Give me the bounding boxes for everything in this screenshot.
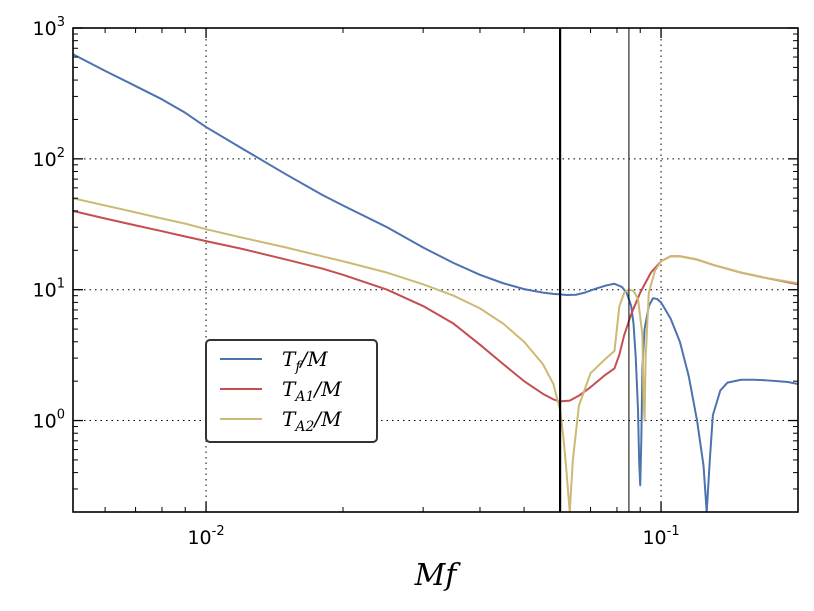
plot-frame [72,27,799,513]
series-line-1 [73,53,798,512]
tick-labels: 10-2 10-1 100 101 102 103 [33,15,680,549]
x-tick-label: 10-2 [187,524,224,549]
legend-label-3: TA2/M [282,407,342,435]
series-line-3 [73,197,798,512]
y-tick-label: 100 [33,408,65,433]
grid [73,28,798,512]
y-tick-label: 102 [33,146,65,171]
axis-ticks [73,27,799,513]
plot-series [73,53,798,512]
legend-label-2: TA1/M [282,377,342,405]
series-line-2 [73,209,798,403]
vertical-markers [558,28,630,512]
legend-label-1: Tf/M [282,347,328,375]
legend-box [205,339,378,443]
x-axis-title: Mf [414,558,462,593]
y-tick-label: 103 [33,15,65,40]
y-tick-label: 101 [33,277,65,302]
x-tick-label: 10-1 [642,524,679,549]
